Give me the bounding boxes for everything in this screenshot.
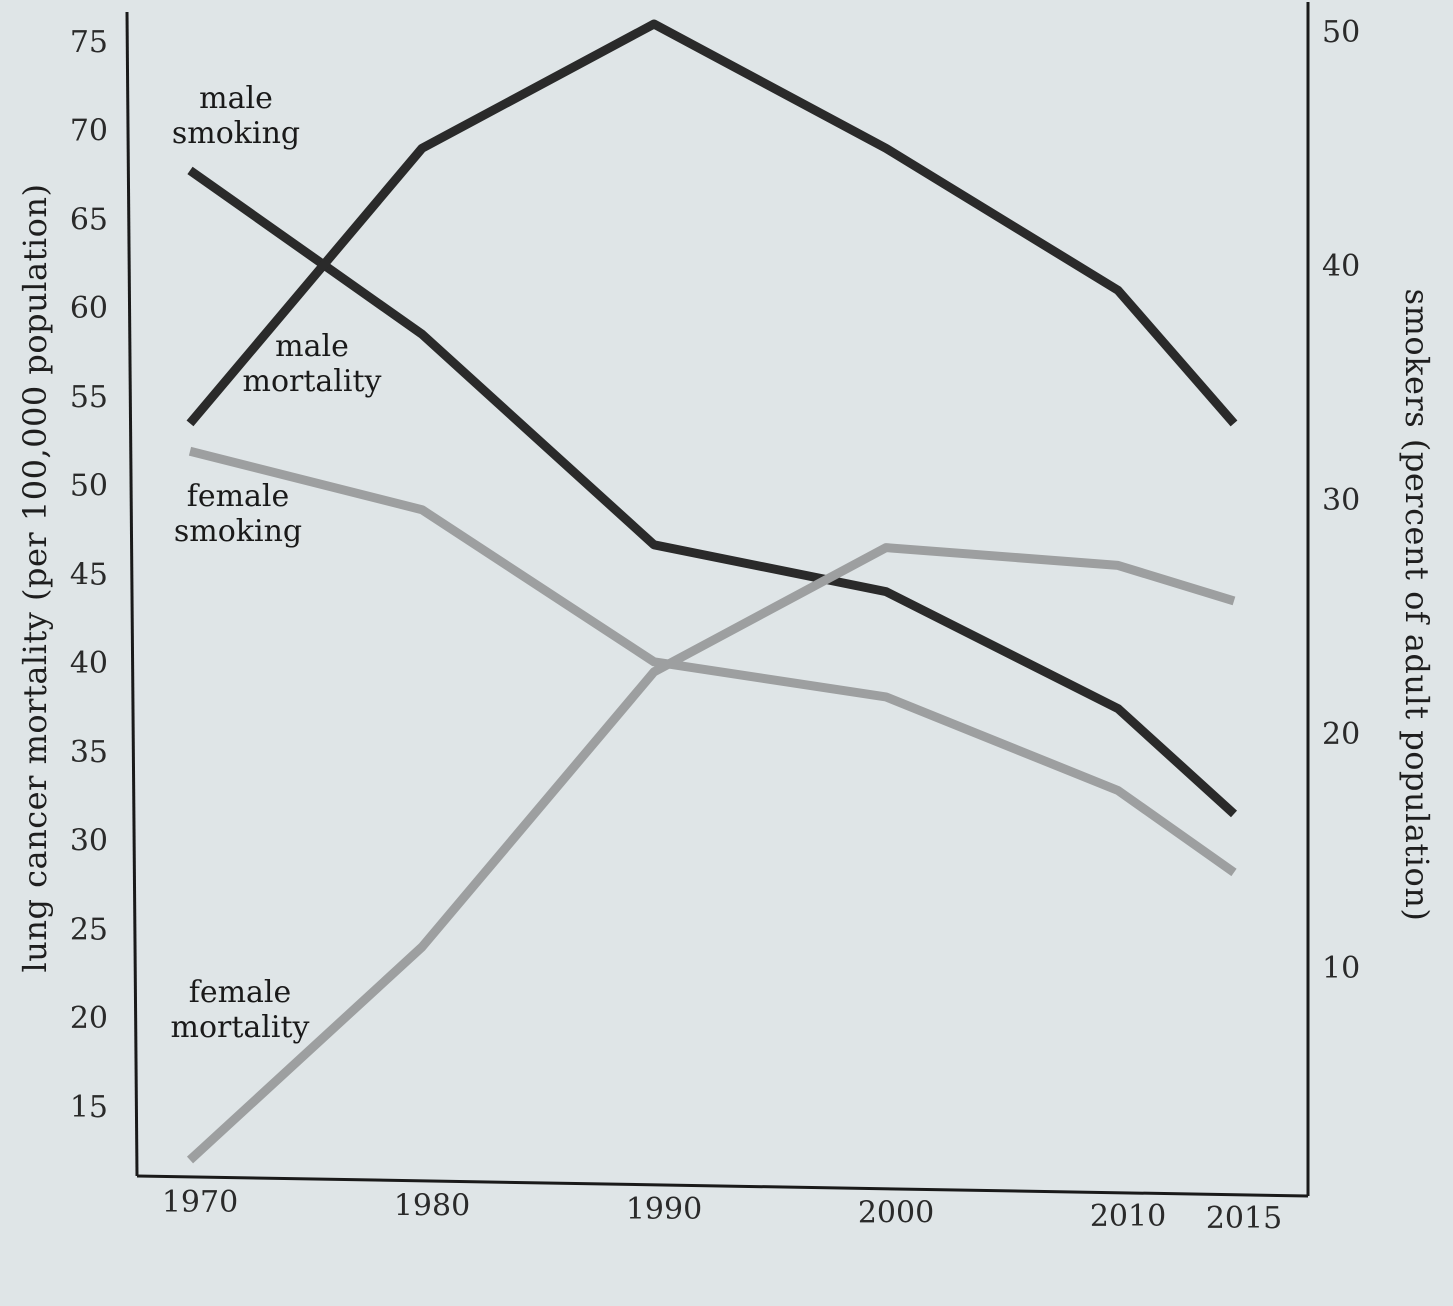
left-y-tick-25: 25 [70,912,108,947]
left-y-tick-50: 50 [70,469,108,504]
left-y-tick-75: 75 [70,25,108,60]
right-y-tick-10: 10 [1322,951,1360,986]
female-smoking-line [188,446,1237,877]
x-tick-1980: 1980 [394,1189,470,1224]
female-mortality-line [186,543,1236,1164]
male-mortality-label: mortality [243,364,382,399]
female-mortality-label: female [189,975,292,1010]
right-y-tick-20: 20 [1322,717,1360,752]
male-mortality-label: male [275,329,349,364]
right-y-axis-title: smokers (percent of adult population) [1398,289,1436,922]
left-y-tick-60: 60 [70,291,108,326]
female-smoking-label: smoking [174,514,302,549]
right-y-tick-labels: 10 20 30 40 50 [1322,15,1360,986]
left-y-tick-40: 40 [70,646,108,681]
left-y-tick-35: 35 [70,735,108,770]
left-y-tick-45: 45 [70,557,108,592]
axes [125,2,1310,1198]
left-y-tick-65: 65 [70,202,108,237]
x-tick-2000: 2000 [858,1196,934,1231]
male-smoking-label: smoking [172,116,300,151]
x-tick-labels: 1970 1980 1990 2000 2010 2015 [162,1185,1282,1236]
left-y-tick-70: 70 [70,114,108,149]
male-smoking-label: male [199,81,273,116]
left-y-tick-30: 30 [70,824,108,859]
female-smoking-label: female [187,479,290,514]
series-labels: malesmokingmalemortalityfemalesmokingfem… [171,81,382,1045]
right-y-tick-30: 30 [1322,483,1360,518]
x-tick-2010: 2010 [1090,1199,1166,1234]
left-y-tick-15: 15 [70,1090,108,1125]
x-tick-1970: 1970 [162,1185,238,1220]
left-y-tick-labels: 15 20 25 30 35 40 45 50 55 60 65 70 75 [70,25,108,1125]
series-lines [186,19,1238,1164]
female-mortality-label: mortality [171,1010,310,1045]
left-y-axis-title: lung cancer mortality (per 100,000 popul… [16,184,54,973]
x-tick-2015: 2015 [1206,1201,1282,1236]
right-y-tick-50: 50 [1322,15,1360,50]
left-y-tick-55: 55 [70,380,108,415]
x-axis [136,1174,1309,1198]
x-tick-1990: 1990 [626,1192,702,1227]
left-y-axis [125,11,139,1177]
left-y-tick-20: 20 [70,1001,108,1036]
right-y-tick-40: 40 [1322,249,1360,284]
male-mortality-line [186,19,1238,427]
male-smoking-line [187,166,1238,818]
